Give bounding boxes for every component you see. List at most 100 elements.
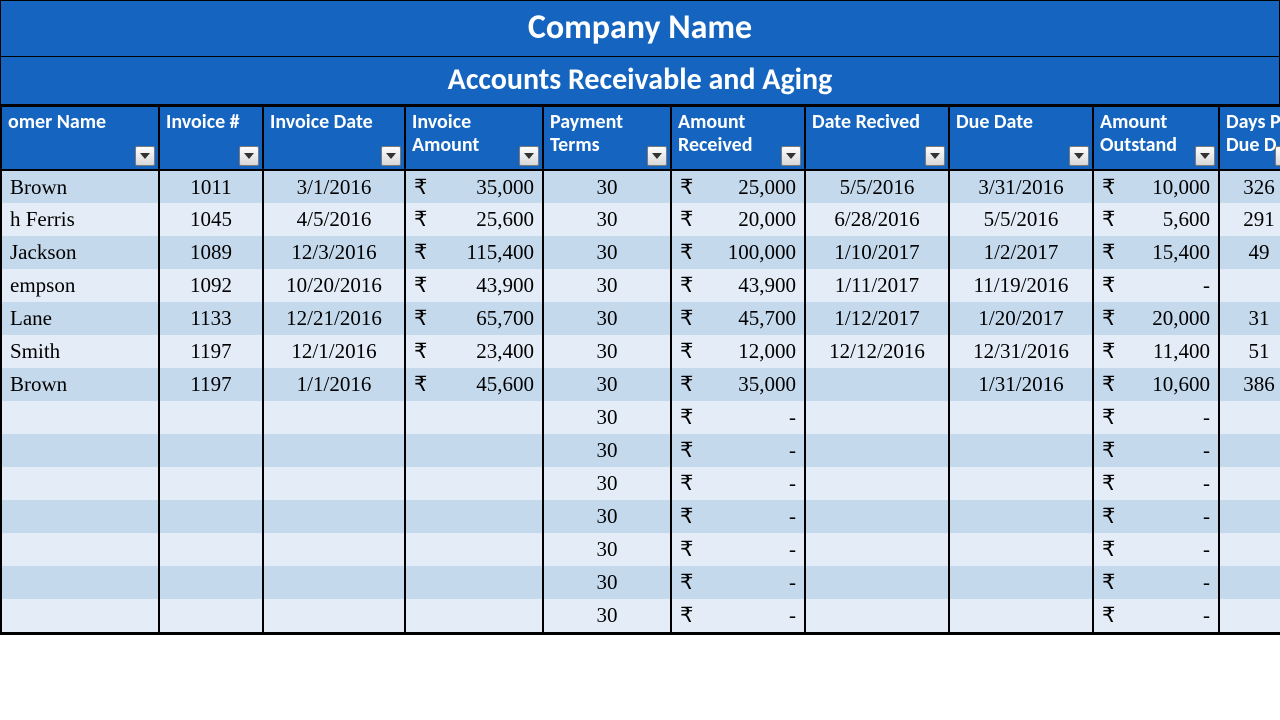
- cell-amt_out[interactable]: ₹5,600: [1093, 203, 1219, 236]
- table-row[interactable]: 30₹-₹-: [1, 434, 1280, 467]
- cell-days_past[interactable]: [1219, 566, 1280, 599]
- cell-amt_recv[interactable]: ₹45,700: [671, 302, 805, 335]
- cell-amt_recv[interactable]: ₹-: [671, 467, 805, 500]
- cell-invoice_amt[interactable]: [405, 434, 543, 467]
- cell-amt_out[interactable]: ₹-: [1093, 401, 1219, 434]
- cell-invoice_date[interactable]: 1/1/2016: [263, 368, 405, 401]
- cell-terms[interactable]: 30: [543, 401, 671, 434]
- cell-due_date[interactable]: [949, 467, 1093, 500]
- cell-days_past[interactable]: 51: [1219, 335, 1280, 368]
- table-row[interactable]: 30₹-₹-: [1, 401, 1280, 434]
- cell-invoice_no[interactable]: 1197: [159, 368, 263, 401]
- cell-amt_out[interactable]: ₹-: [1093, 533, 1219, 566]
- cell-date_recv[interactable]: [805, 434, 949, 467]
- cell-invoice_amt[interactable]: [405, 467, 543, 500]
- cell-amt_recv[interactable]: ₹-: [671, 434, 805, 467]
- cell-date_recv[interactable]: 5/5/2016: [805, 170, 949, 203]
- cell-customer[interactable]: [1, 467, 159, 500]
- cell-amt_out[interactable]: ₹-: [1093, 269, 1219, 302]
- cell-amt_recv[interactable]: ₹35,000: [671, 368, 805, 401]
- cell-date_recv[interactable]: [805, 533, 949, 566]
- cell-terms[interactable]: 30: [543, 335, 671, 368]
- cell-customer[interactable]: Jackson: [1, 236, 159, 269]
- cell-invoice_date[interactable]: 12/3/2016: [263, 236, 405, 269]
- cell-amt_recv[interactable]: ₹100,000: [671, 236, 805, 269]
- table-row[interactable]: 30₹-₹-: [1, 566, 1280, 599]
- filter-dropdown-icon[interactable]: [1275, 146, 1280, 166]
- cell-date_recv[interactable]: [805, 467, 949, 500]
- cell-days_past[interactable]: [1219, 467, 1280, 500]
- filter-dropdown-icon[interactable]: [519, 146, 539, 166]
- cell-customer[interactable]: [1, 599, 159, 632]
- cell-invoice_no[interactable]: 1011: [159, 170, 263, 203]
- cell-amt_out[interactable]: ₹-: [1093, 467, 1219, 500]
- table-row[interactable]: Smith119712/1/2016₹23,40030₹12,00012/12/…: [1, 335, 1280, 368]
- cell-invoice_amt[interactable]: ₹23,400: [405, 335, 543, 368]
- cell-invoice_amt[interactable]: [405, 533, 543, 566]
- table-row[interactable]: 30₹-₹-: [1, 533, 1280, 566]
- cell-days_past[interactable]: [1219, 269, 1280, 302]
- cell-customer[interactable]: [1, 566, 159, 599]
- cell-amt_out[interactable]: ₹10,600: [1093, 368, 1219, 401]
- cell-amt_recv[interactable]: ₹-: [671, 500, 805, 533]
- cell-due_date[interactable]: 11/19/2016: [949, 269, 1093, 302]
- cell-due_date[interactable]: [949, 401, 1093, 434]
- cell-amt_recv[interactable]: ₹-: [671, 599, 805, 632]
- cell-days_past[interactable]: [1219, 533, 1280, 566]
- cell-amt_recv[interactable]: ₹12,000: [671, 335, 805, 368]
- cell-customer[interactable]: [1, 401, 159, 434]
- filter-dropdown-icon[interactable]: [135, 146, 155, 166]
- cell-due_date[interactable]: 3/31/2016: [949, 170, 1093, 203]
- filter-dropdown-icon[interactable]: [781, 146, 801, 166]
- cell-invoice_date[interactable]: [263, 401, 405, 434]
- cell-amt_recv[interactable]: ₹20,000: [671, 203, 805, 236]
- cell-days_past[interactable]: [1219, 434, 1280, 467]
- cell-days_past[interactable]: [1219, 500, 1280, 533]
- cell-terms[interactable]: 30: [543, 302, 671, 335]
- cell-date_recv[interactable]: 1/10/2017: [805, 236, 949, 269]
- cell-invoice_date[interactable]: [263, 467, 405, 500]
- cell-invoice_no[interactable]: 1197: [159, 335, 263, 368]
- cell-invoice_date[interactable]: [263, 500, 405, 533]
- filter-dropdown-icon[interactable]: [925, 146, 945, 166]
- table-row[interactable]: Lane113312/21/2016₹65,70030₹45,7001/12/2…: [1, 302, 1280, 335]
- cell-date_recv[interactable]: [805, 599, 949, 632]
- cell-amt_out[interactable]: ₹20,000: [1093, 302, 1219, 335]
- cell-customer[interactable]: Brown: [1, 170, 159, 203]
- cell-invoice_no[interactable]: [159, 566, 263, 599]
- cell-invoice_amt[interactable]: [405, 566, 543, 599]
- table-row[interactable]: 30₹-₹-: [1, 599, 1280, 632]
- cell-customer[interactable]: [1, 533, 159, 566]
- cell-days_past[interactable]: 326: [1219, 170, 1280, 203]
- cell-invoice_no[interactable]: [159, 500, 263, 533]
- cell-invoice_date[interactable]: 3/1/2016: [263, 170, 405, 203]
- table-row[interactable]: Brown10113/1/2016₹35,00030₹25,0005/5/201…: [1, 170, 1280, 203]
- cell-due_date[interactable]: 12/31/2016: [949, 335, 1093, 368]
- table-row[interactable]: 30₹-₹-: [1, 467, 1280, 500]
- cell-invoice_no[interactable]: [159, 467, 263, 500]
- cell-customer[interactable]: empson: [1, 269, 159, 302]
- cell-date_recv[interactable]: [805, 500, 949, 533]
- cell-amt_out[interactable]: ₹-: [1093, 566, 1219, 599]
- cell-invoice_amt[interactable]: ₹65,700: [405, 302, 543, 335]
- cell-terms[interactable]: 30: [543, 236, 671, 269]
- filter-dropdown-icon[interactable]: [647, 146, 667, 166]
- cell-amt_recv[interactable]: ₹43,900: [671, 269, 805, 302]
- cell-customer[interactable]: Lane: [1, 302, 159, 335]
- cell-amt_recv[interactable]: ₹-: [671, 566, 805, 599]
- cell-terms[interactable]: 30: [543, 467, 671, 500]
- cell-terms[interactable]: 30: [543, 203, 671, 236]
- cell-amt_out[interactable]: ₹-: [1093, 434, 1219, 467]
- cell-due_date[interactable]: [949, 533, 1093, 566]
- cell-invoice_date[interactable]: [263, 434, 405, 467]
- cell-days_past[interactable]: [1219, 599, 1280, 632]
- filter-dropdown-icon[interactable]: [381, 146, 401, 166]
- cell-customer[interactable]: [1, 500, 159, 533]
- filter-dropdown-icon[interactable]: [1069, 146, 1089, 166]
- cell-terms[interactable]: 30: [543, 434, 671, 467]
- cell-date_recv[interactable]: [805, 566, 949, 599]
- cell-due_date[interactable]: 5/5/2016: [949, 203, 1093, 236]
- cell-terms[interactable]: 30: [543, 368, 671, 401]
- table-row[interactable]: 30₹-₹-: [1, 500, 1280, 533]
- cell-invoice_amt[interactable]: ₹115,400: [405, 236, 543, 269]
